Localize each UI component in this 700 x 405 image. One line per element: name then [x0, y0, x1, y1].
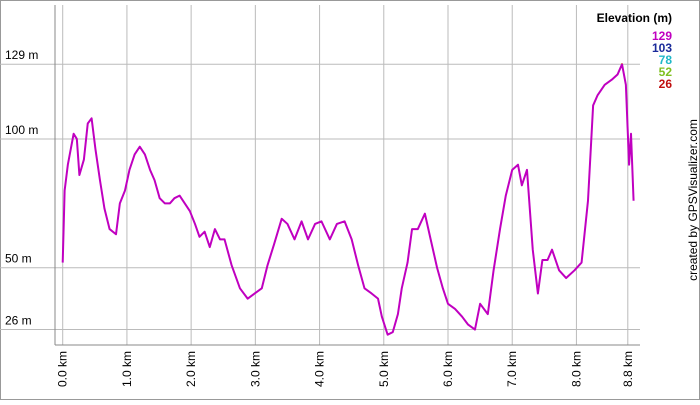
y-tick-label: 129 m	[5, 48, 38, 62]
elevation-line	[61, 63, 635, 336]
legend-value: 26	[659, 77, 673, 91]
x-tick-label: 3.0 km	[248, 351, 262, 387]
y-tick-label: 26 m	[5, 314, 32, 328]
x-tick-label: 8.0 km	[569, 351, 583, 387]
legend-title: Elevation (m)	[597, 11, 672, 25]
legend-value: 52	[659, 65, 673, 79]
y-tick-label: 100 m	[5, 123, 38, 137]
x-tick-label: 4.0 km	[313, 351, 327, 387]
legend-value: 103	[652, 41, 672, 55]
y-tick-label: 50 m	[5, 252, 32, 266]
legend-value: 78	[659, 53, 673, 67]
legend-value: 129	[652, 29, 672, 43]
x-tick-label: 2.0 km	[184, 351, 198, 387]
credit: created by GPSVisualizer.com	[686, 119, 700, 281]
x-tick-label: 7.0 km	[505, 351, 519, 387]
x-tick-label: 6.0 km	[441, 351, 455, 387]
x-tick-label: 8.8 km	[621, 351, 635, 387]
x-tick-label: 5.0 km	[377, 351, 391, 387]
x-tick-label: 0.0 km	[56, 351, 70, 387]
x-tick-label: 1.0 km	[120, 351, 134, 387]
